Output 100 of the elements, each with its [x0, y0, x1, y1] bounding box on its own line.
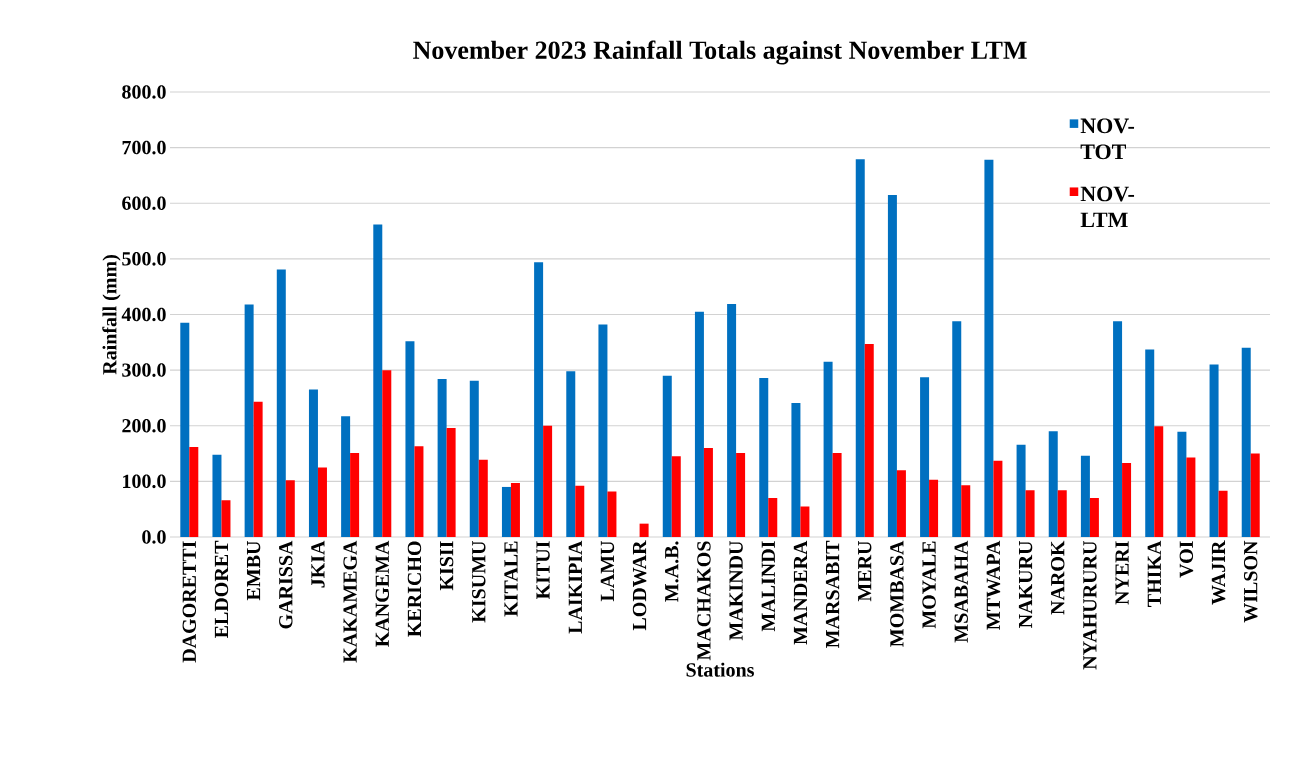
x-tick-label: KERICHO	[407, 541, 422, 637]
legend-label: NOV-LTM	[1080, 186, 1135, 228]
bar	[1186, 457, 1196, 537]
bar	[703, 448, 713, 537]
y-axis-title: Rainfall (mm)	[102, 255, 121, 375]
x-tick-label: WILSON	[1243, 540, 1258, 623]
bar	[221, 500, 231, 537]
bar	[414, 446, 424, 537]
bar	[1122, 463, 1132, 537]
x-tick-label: MSABAHA	[954, 540, 968, 643]
x-tick-label: EMBU	[246, 541, 261, 601]
x-tick-label: MALINDI	[761, 541, 775, 632]
bar	[952, 321, 962, 537]
bar	[350, 453, 360, 537]
bar	[896, 470, 906, 537]
bar	[341, 416, 351, 537]
x-tick-label: THIKA	[1147, 540, 1161, 607]
bar	[961, 485, 971, 537]
bar	[993, 460, 1003, 537]
x-tick-label: M.A.B.	[665, 541, 679, 602]
x-tick-label: KANGEMA	[375, 540, 389, 647]
bar	[534, 262, 544, 537]
bar	[984, 159, 994, 537]
bar	[768, 498, 778, 537]
x-tick-label: ELDORET	[214, 540, 229, 638]
bar	[1250, 453, 1260, 537]
y-tick-label: 600.0	[122, 196, 166, 211]
bar	[308, 389, 318, 537]
x-tick-label: MERU	[858, 541, 872, 602]
bar	[1057, 490, 1067, 537]
bar	[607, 491, 617, 537]
bar	[671, 456, 681, 537]
bar	[1089, 498, 1099, 537]
bar	[1113, 321, 1123, 537]
chart-title: November 2023 Rainfall Totals against November LTM	[413, 40, 1027, 65]
bar	[244, 304, 254, 537]
bar	[285, 480, 295, 537]
x-axis-title: Stations	[686, 662, 754, 677]
y-tick-label: 400.0	[121, 307, 166, 322]
x-tick-label: GARISSA	[279, 540, 293, 629]
bar	[317, 467, 327, 537]
x-tick-label: MARSABIT	[825, 540, 840, 648]
x-tick-label: MANDERA	[793, 540, 808, 645]
bar	[382, 370, 392, 537]
bar	[759, 377, 769, 537]
bar	[1145, 349, 1155, 537]
bar	[1025, 490, 1035, 537]
bar	[575, 485, 585, 537]
bar	[189, 446, 199, 537]
bar	[864, 343, 874, 537]
y-tick-label: 200.0	[122, 418, 166, 433]
bar	[855, 159, 865, 537]
bar	[478, 459, 488, 537]
bar	[887, 194, 897, 537]
x-tick-label: JKIA	[311, 540, 325, 588]
x-tick-label: NAKURU	[1018, 541, 1033, 628]
bar	[1218, 490, 1228, 537]
x-tick-label: KISUMU	[472, 541, 486, 623]
bar	[791, 402, 801, 537]
bar	[920, 377, 930, 537]
y-tick-label: 0.0	[142, 530, 166, 544]
x-tick-label: KITUI	[536, 541, 550, 600]
legend-label: NOV-TOT	[1080, 118, 1135, 160]
bar	[543, 425, 553, 537]
bar	[1177, 431, 1187, 537]
x-tick-label: MACHAKOS	[697, 541, 711, 661]
x-tick-label: NYAHURURU	[1083, 541, 1097, 670]
bar	[736, 453, 746, 537]
x-tick-label: KISII	[439, 541, 454, 591]
y-tick-label: 800.0	[122, 85, 166, 99]
bar	[727, 303, 737, 537]
x-tick-label: LAMU	[600, 541, 615, 602]
bar	[566, 371, 576, 537]
x-tick-label: NAROK	[1051, 540, 1065, 615]
x-tick-label: MOYALE	[922, 541, 936, 629]
bar	[1241, 347, 1251, 537]
bar	[1016, 444, 1026, 537]
x-tick-label: KAKAMEGA	[343, 540, 357, 663]
x-tick-label: KITALE	[504, 541, 518, 617]
bar	[639, 523, 649, 537]
bar	[405, 341, 415, 537]
x-tick-label: DAGORETTI	[182, 541, 197, 663]
bar	[253, 401, 263, 537]
bar	[469, 380, 479, 537]
bar	[694, 311, 704, 537]
bar	[510, 483, 520, 537]
x-tick-label: LAIKIPIA	[568, 540, 582, 634]
x-tick-label: MOMBASA	[890, 540, 904, 647]
bar	[212, 454, 222, 537]
y-tick-label: 100.0	[123, 474, 166, 489]
bar	[1154, 426, 1164, 537]
bar	[823, 361, 833, 537]
bar	[180, 322, 190, 537]
bar	[1048, 431, 1058, 537]
bar	[929, 479, 939, 537]
x-tick-label: MAKINDU	[729, 541, 743, 641]
bar	[800, 506, 810, 537]
bar	[1209, 364, 1219, 537]
bar	[373, 224, 383, 537]
bar	[832, 453, 842, 537]
